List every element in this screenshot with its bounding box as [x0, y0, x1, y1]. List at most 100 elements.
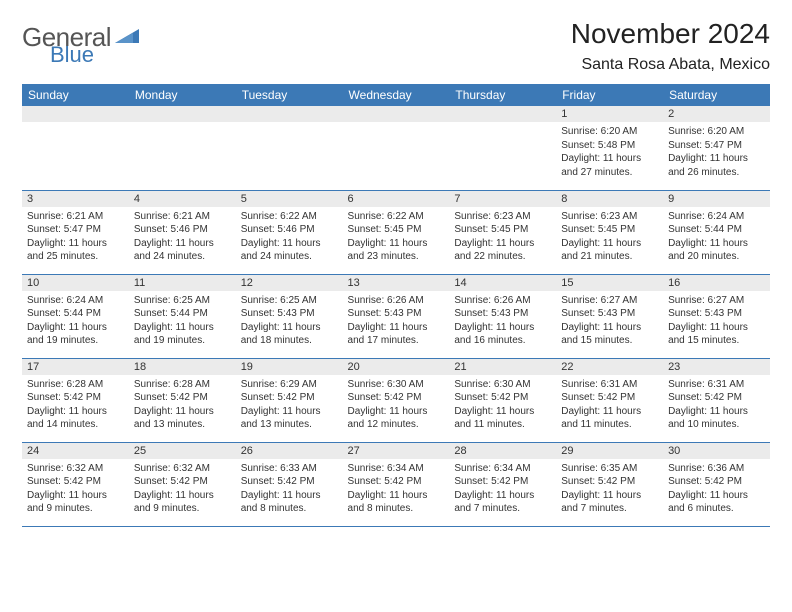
daylight-line: Daylight: 11 hours and 8 minutes.: [348, 489, 445, 516]
sunset-line: Sunset: 5:43 PM: [454, 307, 551, 321]
sunset-line: Sunset: 5:43 PM: [348, 307, 445, 321]
sunrise-line: Sunrise: 6:25 AM: [241, 294, 338, 308]
daylight-line: Daylight: 11 hours and 7 minutes.: [454, 489, 551, 516]
day-number: 18: [129, 359, 236, 375]
day-cell: 4Sunrise: 6:21 AMSunset: 5:46 PMDaylight…: [134, 191, 231, 264]
day-cell: 9Sunrise: 6:24 AMSunset: 5:44 PMDaylight…: [668, 191, 765, 264]
sunset-line: Sunset: 5:46 PM: [241, 223, 338, 237]
sunset-line: Sunset: 5:43 PM: [561, 307, 658, 321]
sunrise-line: Sunrise: 6:30 AM: [454, 378, 551, 392]
sunset-line: Sunset: 5:42 PM: [668, 475, 765, 489]
daylight-line: Daylight: 11 hours and 23 minutes.: [348, 237, 445, 264]
day-number: 25: [129, 443, 236, 459]
day-cell: 15Sunrise: 6:27 AMSunset: 5:43 PMDayligh…: [561, 275, 658, 348]
day-cell: 21Sunrise: 6:30 AMSunset: 5:42 PMDayligh…: [454, 359, 551, 432]
calendar-page: General Blue November 2024 Santa Rosa Ab…: [0, 0, 792, 545]
calendar-cell: [129, 106, 236, 190]
sunset-line: Sunset: 5:45 PM: [348, 223, 445, 237]
daylight-line: Daylight: 11 hours and 8 minutes.: [241, 489, 338, 516]
day-number: 16: [663, 275, 770, 291]
sunrise-line: Sunrise: 6:32 AM: [27, 462, 124, 476]
logo: General Blue: [22, 18, 139, 66]
weekday-saturday: Saturday: [663, 84, 770, 106]
sunset-line: Sunset: 5:46 PM: [134, 223, 231, 237]
daylight-line: Daylight: 11 hours and 15 minutes.: [668, 321, 765, 348]
calendar-cell: 2Sunrise: 6:20 AMSunset: 5:47 PMDaylight…: [663, 106, 770, 190]
sunset-line: Sunset: 5:45 PM: [561, 223, 658, 237]
calendar-cell: 21Sunrise: 6:30 AMSunset: 5:42 PMDayligh…: [449, 358, 556, 442]
sunrise-line: Sunrise: 6:35 AM: [561, 462, 658, 476]
sunset-line: Sunset: 5:42 PM: [241, 475, 338, 489]
calendar-cell: 26Sunrise: 6:33 AMSunset: 5:42 PMDayligh…: [236, 442, 343, 526]
day-number: 21: [449, 359, 556, 375]
calendar-table: Sunday Monday Tuesday Wednesday Thursday…: [22, 84, 770, 527]
day-cell: 23Sunrise: 6:31 AMSunset: 5:42 PMDayligh…: [668, 359, 765, 432]
weekday-monday: Monday: [129, 84, 236, 106]
sunrise-line: Sunrise: 6:20 AM: [668, 125, 765, 139]
sunset-line: Sunset: 5:44 PM: [134, 307, 231, 321]
sunset-line: Sunset: 5:47 PM: [27, 223, 124, 237]
daylight-line: Daylight: 11 hours and 6 minutes.: [668, 489, 765, 516]
day-cell: 5Sunrise: 6:22 AMSunset: 5:46 PMDaylight…: [241, 191, 338, 264]
calendar-cell: 11Sunrise: 6:25 AMSunset: 5:44 PMDayligh…: [129, 274, 236, 358]
calendar-cell: 14Sunrise: 6:26 AMSunset: 5:43 PMDayligh…: [449, 274, 556, 358]
calendar-cell: 23Sunrise: 6:31 AMSunset: 5:42 PMDayligh…: [663, 358, 770, 442]
calendar-row: 1Sunrise: 6:20 AMSunset: 5:48 PMDaylight…: [22, 106, 770, 190]
day-number: 2: [663, 106, 770, 122]
location: Santa Rosa Abata, Mexico: [571, 56, 770, 74]
sunset-line: Sunset: 5:42 PM: [561, 475, 658, 489]
day-cell: 20Sunrise: 6:30 AMSunset: 5:42 PMDayligh…: [348, 359, 445, 432]
sunrise-line: Sunrise: 6:28 AM: [134, 378, 231, 392]
sunrise-line: Sunrise: 6:26 AM: [454, 294, 551, 308]
sunrise-line: Sunrise: 6:27 AM: [668, 294, 765, 308]
weekday-header-row: Sunday Monday Tuesday Wednesday Thursday…: [22, 84, 770, 106]
sunrise-line: Sunrise: 6:29 AM: [241, 378, 338, 392]
sunrise-line: Sunrise: 6:31 AM: [561, 378, 658, 392]
sunrise-line: Sunrise: 6:23 AM: [454, 210, 551, 224]
daylight-line: Daylight: 11 hours and 7 minutes.: [561, 489, 658, 516]
title-block: November 2024 Santa Rosa Abata, Mexico: [571, 18, 770, 74]
weekday-tuesday: Tuesday: [236, 84, 343, 106]
weekday-wednesday: Wednesday: [343, 84, 450, 106]
daylight-line: Daylight: 11 hours and 11 minutes.: [561, 405, 658, 432]
day-number: 17: [22, 359, 129, 375]
day-cell: 16Sunrise: 6:27 AMSunset: 5:43 PMDayligh…: [668, 275, 765, 348]
day-cell: 28Sunrise: 6:34 AMSunset: 5:42 PMDayligh…: [454, 443, 551, 516]
sunrise-line: Sunrise: 6:36 AM: [668, 462, 765, 476]
weekday-sunday: Sunday: [22, 84, 129, 106]
day-cell: 18Sunrise: 6:28 AMSunset: 5:42 PMDayligh…: [134, 359, 231, 432]
day-cell: 29Sunrise: 6:35 AMSunset: 5:42 PMDayligh…: [561, 443, 658, 516]
daylight-line: Daylight: 11 hours and 15 minutes.: [561, 321, 658, 348]
sunset-line: Sunset: 5:42 PM: [134, 475, 231, 489]
daylight-line: Daylight: 11 hours and 12 minutes.: [348, 405, 445, 432]
day-number: 6: [343, 191, 450, 207]
sunrise-line: Sunrise: 6:20 AM: [561, 125, 658, 139]
sunset-line: Sunset: 5:43 PM: [241, 307, 338, 321]
calendar-row: 3Sunrise: 6:21 AMSunset: 5:47 PMDaylight…: [22, 190, 770, 274]
day-number: 1: [556, 106, 663, 122]
calendar-cell: 20Sunrise: 6:30 AMSunset: 5:42 PMDayligh…: [343, 358, 450, 442]
sunset-line: Sunset: 5:42 PM: [561, 391, 658, 405]
day-cell: 22Sunrise: 6:31 AMSunset: 5:42 PMDayligh…: [561, 359, 658, 432]
daylight-line: Daylight: 11 hours and 26 minutes.: [668, 152, 765, 179]
sunset-line: Sunset: 5:43 PM: [668, 307, 765, 321]
daylight-line: Daylight: 11 hours and 24 minutes.: [241, 237, 338, 264]
day-number: 27: [343, 443, 450, 459]
empty-day: [22, 106, 129, 122]
day-number: 14: [449, 275, 556, 291]
sunrise-line: Sunrise: 6:34 AM: [348, 462, 445, 476]
day-cell: 13Sunrise: 6:26 AMSunset: 5:43 PMDayligh…: [348, 275, 445, 348]
sunset-line: Sunset: 5:42 PM: [348, 475, 445, 489]
empty-day: [343, 106, 450, 122]
daylight-line: Daylight: 11 hours and 13 minutes.: [134, 405, 231, 432]
sunset-line: Sunset: 5:42 PM: [134, 391, 231, 405]
empty-day: [236, 106, 343, 122]
sunset-line: Sunset: 5:42 PM: [241, 391, 338, 405]
calendar-cell: 17Sunrise: 6:28 AMSunset: 5:42 PMDayligh…: [22, 358, 129, 442]
day-number: 9: [663, 191, 770, 207]
day-number: 5: [236, 191, 343, 207]
calendar-row: 24Sunrise: 6:32 AMSunset: 5:42 PMDayligh…: [22, 442, 770, 526]
sunset-line: Sunset: 5:48 PM: [561, 139, 658, 153]
sunrise-line: Sunrise: 6:28 AM: [27, 378, 124, 392]
calendar-cell: 4Sunrise: 6:21 AMSunset: 5:46 PMDaylight…: [129, 190, 236, 274]
